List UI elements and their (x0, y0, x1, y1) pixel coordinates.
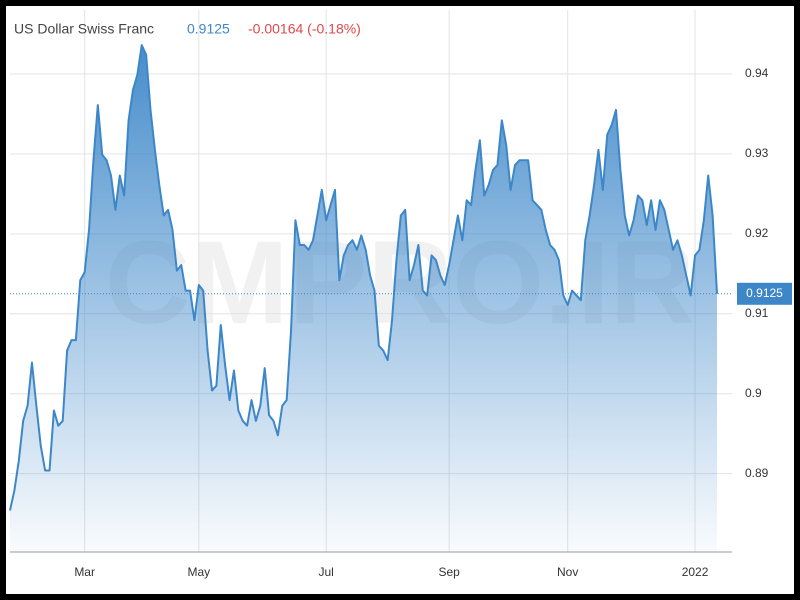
area-fill (10, 45, 717, 553)
x-tick-label: Jul (319, 565, 334, 579)
x-tick-label: Sep (438, 565, 460, 579)
price-change: -0.00164 (-0.18%) (248, 21, 361, 37)
y-tick-label: 0.93 (745, 146, 769, 160)
current-price: 0.9125 (187, 21, 230, 37)
y-tick-label: 0.94 (745, 66, 769, 80)
current-price-tag (737, 282, 792, 305)
x-tick-label: Mar (74, 565, 95, 579)
price-line (9, 44, 718, 511)
y-tick-label: 0.92 (745, 226, 769, 240)
plot: 0.89 0.9 0.91 0.92 0.93 0.94 Mar May Jul Sep Nov 20… (9, 10, 792, 579)
y-tick-label: 0.9 (745, 386, 762, 400)
y-tick-label: 0.91 (745, 306, 769, 320)
x-tick-label: May (187, 565, 210, 579)
x-tick-label: Nov (557, 565, 578, 579)
y-tick-label: 0.89 (745, 466, 769, 480)
x-tick-label: 2022 (682, 565, 709, 579)
chart-title: US Dollar Swiss Franc (14, 21, 154, 37)
current-price-tag-label: 0.9125 (746, 286, 783, 300)
